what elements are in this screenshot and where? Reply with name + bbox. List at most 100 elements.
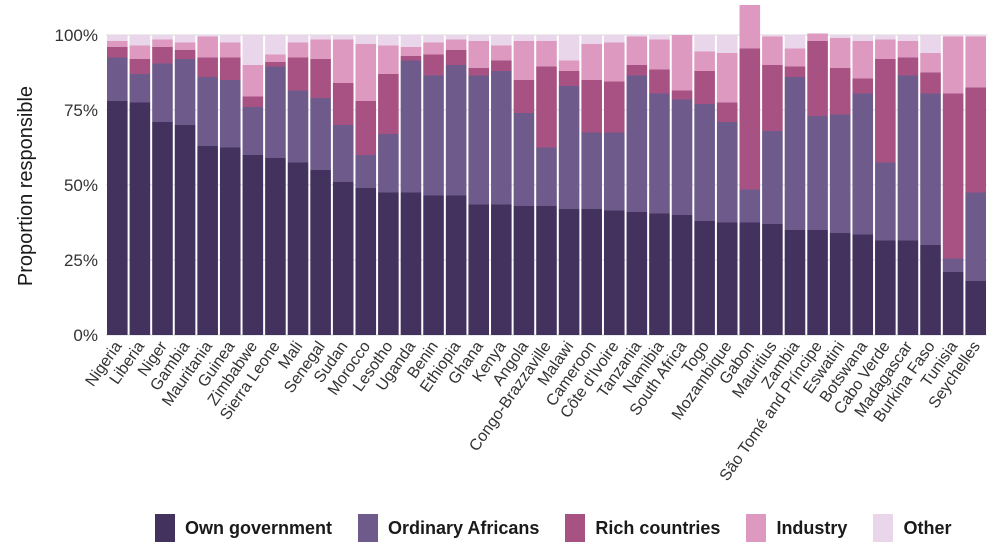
bar-segment [445,50,467,65]
legend: Own government Ordinary Africans Rich co… [155,514,977,542]
bar-segment [536,41,557,67]
bar-segment [784,48,806,67]
bar-segment [219,35,241,43]
bar-stack [807,33,828,335]
bar-segment [513,35,535,41]
bar-segment [152,47,173,64]
bar-segment [287,57,309,91]
bar-segment [558,60,580,71]
bar-stack [784,35,806,335]
bar-segment [920,53,941,73]
bar-segment [423,35,444,43]
bar-segment [920,35,941,53]
bar-stack [965,35,986,335]
bar-stack [332,35,354,335]
bar-segment [265,62,286,67]
bar-segment [852,234,874,335]
bar-segment [875,162,896,241]
bar-segment [400,47,422,56]
bar-segment [694,51,715,71]
bar-stack [942,35,964,335]
bar-segment [423,54,444,76]
bar-segment [581,209,602,335]
bar-segment [875,35,896,40]
bar-segment [310,170,331,335]
bar-segment [378,35,399,46]
bar-segment [626,65,648,76]
bar-segment [649,35,670,40]
bar-segment [762,36,783,65]
bar-segment [107,41,128,47]
legend-swatch-other [873,514,894,542]
bar-segment [942,36,964,94]
bar-segment [626,36,648,65]
bar-segment [807,41,828,116]
bar-segment [129,74,151,103]
bar-segment [807,33,828,41]
bar-segment [626,35,648,37]
bar-segment [829,35,851,38]
bar-stack [152,35,173,335]
bar-segment [671,35,693,91]
bar-segment [829,114,851,233]
bar-segment [762,224,783,335]
legend-swatch-industry [746,514,767,542]
bar-segment [129,35,151,46]
bar-segment [897,240,919,335]
bar-segment [829,38,851,68]
bar-segment [716,102,738,122]
y-tick-label: 50% [64,176,98,195]
bar-segment [219,147,241,335]
bar-segment [626,75,648,212]
bar-segment [965,36,986,88]
bar-stack [875,35,896,335]
legend-label-ordinary-africans: Ordinary Africans [388,517,540,538]
bar-segment [603,42,625,82]
bar-segment [310,59,331,98]
bar-segment [197,57,218,77]
legend-label-rich-countries: Rich countries [595,517,721,538]
bar-segment [468,35,490,41]
bar-segment [332,83,354,125]
bar-segment [762,35,783,37]
bar-segment [716,53,738,103]
bar-stack [423,35,444,335]
bar-stack [581,35,602,335]
bar-segment [649,39,670,70]
bar-segment [784,66,806,77]
bar-segment [197,146,218,335]
bar-segment [242,65,264,97]
bar-segment [174,59,196,125]
bar-stack [536,35,557,335]
bar-segment [400,56,422,61]
bar-segment [491,45,512,61]
bar-segment [852,35,874,41]
bar-segment [558,35,580,61]
bar-segment [739,189,761,223]
bar-segment [965,35,986,37]
legend-item-own-government: Own government [155,514,332,542]
bar-segment [174,125,196,335]
bar-segment [942,258,964,272]
bar-segment [378,134,399,193]
bar-segment [807,116,828,230]
bar-segment [445,65,467,196]
bar-segment [671,90,693,100]
bar-segment [129,59,151,74]
bar-segment [762,65,783,131]
bar-segment [152,35,173,40]
bar-segment [694,35,715,52]
bar-segment [558,209,580,335]
bar-segment [965,192,986,281]
bar-segment [603,132,625,211]
bar-segment [875,240,896,335]
bar-segment [739,222,761,335]
bar-segment [603,210,625,335]
legend-label-industry: Industry [776,517,848,538]
y-axis-label: Proportion responsible [15,86,37,286]
bar-segment [491,71,512,205]
bar-segment [942,272,964,335]
bar-stack [762,35,783,335]
bar-segment [332,125,354,182]
